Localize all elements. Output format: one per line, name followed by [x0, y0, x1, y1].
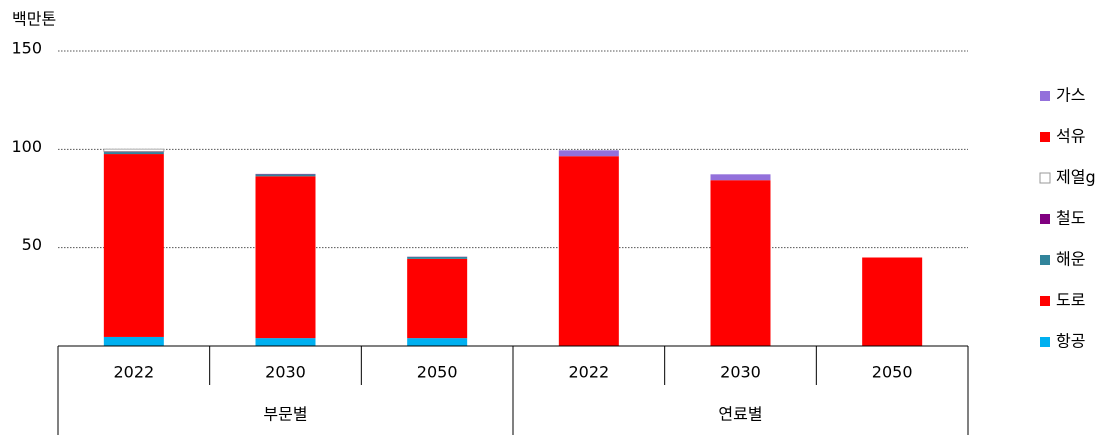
- x-tick-label: 2022: [113, 363, 154, 382]
- legend-label: 도로: [1056, 291, 1085, 310]
- bar-segment: [407, 258, 468, 339]
- x-tick-label: 2050: [417, 363, 458, 382]
- legend-label: 철도: [1056, 209, 1085, 228]
- bar-segment: [103, 152, 164, 155]
- legend-label: 해운: [1056, 250, 1085, 269]
- y-tick-label: 50: [22, 235, 42, 254]
- bar-segment: [103, 336, 164, 346]
- bar-segment: [710, 174, 771, 181]
- bar-segment: [558, 156, 619, 346]
- group-label: 부문별: [263, 405, 307, 424]
- legend-swatch: [1039, 172, 1051, 184]
- bar-segment: [255, 174, 316, 177]
- legend-swatch: [1040, 296, 1050, 306]
- y-tick-label: 150: [11, 39, 42, 58]
- legend-swatch: [1040, 91, 1050, 101]
- legend-label: 석유: [1056, 127, 1085, 146]
- legend-label: 제열g: [1056, 168, 1096, 187]
- legend-label: 가스: [1056, 86, 1085, 105]
- bar-segment: [103, 154, 164, 337]
- bar-segment: [407, 338, 468, 346]
- bar-segment: [407, 256, 468, 259]
- bar-segment: [862, 257, 923, 346]
- bar-segment: [558, 150, 619, 157]
- legend-swatch: [1040, 132, 1050, 142]
- legend-label: 항공: [1056, 332, 1085, 351]
- x-tick-label: 2022: [568, 363, 609, 382]
- bar-segment: [710, 180, 771, 346]
- x-tick-label: 2030: [265, 363, 306, 382]
- bar-segment: [255, 338, 316, 346]
- group-label: 연료별: [718, 405, 762, 424]
- bar-segment: [255, 176, 316, 339]
- legend-swatch: [1040, 337, 1050, 347]
- legend-swatch: [1040, 214, 1050, 224]
- y-tick-label: 100: [11, 137, 42, 156]
- x-tick-label: 2030: [720, 363, 761, 382]
- x-tick-label: 2050: [872, 363, 913, 382]
- legend-swatch: [1040, 255, 1050, 265]
- bar-segment: [103, 148, 165, 152]
- unit-label: 백만톤: [12, 10, 56, 29]
